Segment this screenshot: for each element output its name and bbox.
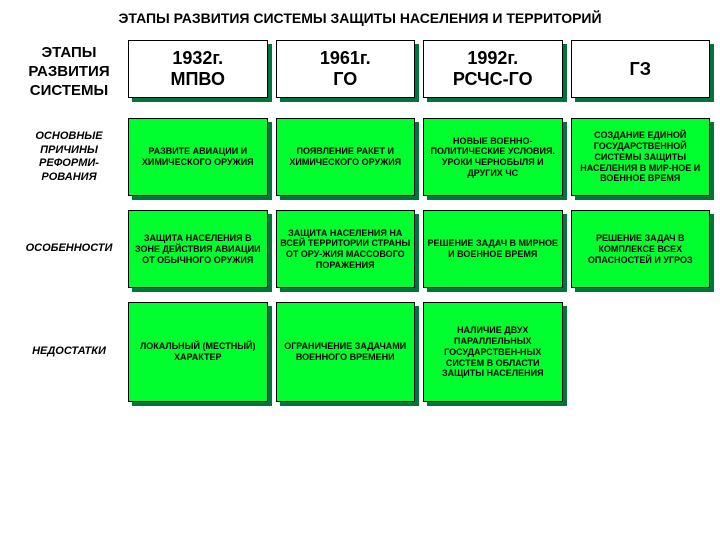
stage-box: ГЗ: [571, 40, 711, 98]
reason-box: СОЗДАНИЕ ЕДИНОЙ ГОСУДАРСТВЕННОЙ СИСТЕМЫ …: [571, 118, 711, 196]
row-reasons: ОСНОВНЫЕ ПРИЧИНЫ РЕФОРМИ-РОВАНИЯ РАЗВИТЕ…: [0, 118, 720, 196]
stage-box: 1992г. РСЧС-ГО: [423, 40, 563, 98]
drawback-cell: ОГРАНИЧЕНИЕ ЗАДАЧАМИ ВОЕННОГО ВРЕМЕНИ: [276, 302, 416, 402]
drawback-box: НАЛИЧИЕ ДВУХ ПАРАЛЛЕЛЬНЫХ ГОСУДАРСТВЕН-Н…: [423, 302, 563, 402]
feature-cell: ЗАЩИТА НАСЕЛЕНИЯ НА ВСЕЙ ТЕРРИТОРИИ СТРА…: [276, 210, 416, 288]
stage-cell: 1992г. РСЧС-ГО: [423, 40, 563, 98]
stage-cell: ГЗ: [571, 40, 711, 98]
page-title: ЭТАПЫ РАЗВИТИЯ СИСТЕМЫ ЗАЩИТЫ НАСЕЛЕНИЯ …: [0, 0, 720, 40]
row-header-drawbacks: НЕДОСТАТКИ: [10, 302, 128, 402]
stage-abbr: ГЗ: [630, 59, 651, 80]
reason-box: ПОЯВЛЕНИЕ РАКЕТ И ХИМИЧЕСКОГО ОРУЖИЯ: [276, 118, 416, 196]
row-header-stages: ЭТАПЫ РАЗВИТИЯ СИСТЕМЫ: [10, 40, 128, 104]
row-header-reasons: ОСНОВНЫЕ ПРИЧИНЫ РЕФОРМИ-РОВАНИЯ: [10, 118, 128, 196]
row-stages: ЭТАПЫ РАЗВИТИЯ СИСТЕМЫ 1932г. МПВО 1961г…: [0, 40, 720, 104]
reason-cell: СОЗДАНИЕ ЕДИНОЙ ГОСУДАРСТВЕННОЙ СИСТЕМЫ …: [571, 118, 711, 196]
stage-abbr: МПВО: [171, 69, 225, 90]
stage-cell: 1961г. ГО: [276, 40, 416, 98]
drawback-cells: ЛОКАЛЬНЫЙ (МЕСТНЫЙ) ХАРАКТЕР ОГРАНИЧЕНИЕ…: [128, 302, 710, 402]
reason-box: РАЗВИТЕ АВИАЦИИ И ХИМИЧЕСКОГО ОРУЖИЯ: [128, 118, 268, 196]
stage-abbr: РСЧС-ГО: [453, 69, 533, 90]
row-header-features: ОСОБЕННОСТИ: [10, 210, 128, 288]
reason-cell: РАЗВИТЕ АВИАЦИИ И ХИМИЧЕСКОГО ОРУЖИЯ: [128, 118, 268, 196]
stage-cell: 1932г. МПВО: [128, 40, 268, 98]
feature-box: РЕШЕНИЕ ЗАДАЧ В КОМПЛЕКСЕ ВСЕХ ОПАСНОСТЕ…: [571, 210, 711, 288]
feature-cells: ЗАЩИТА НАСЕЛЕНИЯ В ЗОНЕ ДЕЙСТВИЯ АВИАЦИИ…: [128, 210, 710, 288]
feature-cell: РЕШЕНИЕ ЗАДАЧ В КОМПЛЕКСЕ ВСЕХ ОПАСНОСТЕ…: [571, 210, 711, 288]
reason-cell: НОВЫЕ ВОЕННО-ПОЛИТИЧЕСКИЕ УСЛОВИЯ. УРОКИ…: [423, 118, 563, 196]
stage-abbr: ГО: [333, 69, 357, 90]
drawback-box: ОГРАНИЧЕНИЕ ЗАДАЧАМИ ВОЕННОГО ВРЕМЕНИ: [276, 302, 416, 402]
reason-cells: РАЗВИТЕ АВИАЦИИ И ХИМИЧЕСКОГО ОРУЖИЯ ПОЯ…: [128, 118, 710, 196]
reason-cell: ПОЯВЛЕНИЕ РАКЕТ И ХИМИЧЕСКОГО ОРУЖИЯ: [276, 118, 416, 196]
row-features: ОСОБЕННОСТИ ЗАЩИТА НАСЕЛЕНИЯ В ЗОНЕ ДЕЙС…: [0, 210, 720, 288]
stage-box: 1932г. МПВО: [128, 40, 268, 98]
drawback-box: ЛОКАЛЬНЫЙ (МЕСТНЫЙ) ХАРАКТЕР: [128, 302, 268, 402]
reason-box: НОВЫЕ ВОЕННО-ПОЛИТИЧЕСКИЕ УСЛОВИЯ. УРОКИ…: [423, 118, 563, 196]
drawback-cell: НАЛИЧИЕ ДВУХ ПАРАЛЛЕЛЬНЫХ ГОСУДАРСТВЕН-Н…: [423, 302, 563, 402]
drawback-cell: ЛОКАЛЬНЫЙ (МЕСТНЫЙ) ХАРАКТЕР: [128, 302, 268, 402]
stage-box: 1961г. ГО: [276, 40, 416, 98]
page: ЭТАПЫ РАЗВИТИЯ СИСТЕМЫ ЗАЩИТЫ НАСЕЛЕНИЯ …: [0, 0, 720, 540]
stage-year: 1992г.: [467, 48, 518, 69]
feature-box: ЗАЩИТА НАСЕЛЕНИЯ В ЗОНЕ ДЕЙСТВИЯ АВИАЦИИ…: [128, 210, 268, 288]
stage-year: 1961г.: [320, 48, 371, 69]
feature-cell: РЕШЕНИЕ ЗАДАЧ В МИРНОЕ И ВОЕННОЕ ВРЕМЯ: [423, 210, 563, 288]
feature-box: РЕШЕНИЕ ЗАДАЧ В МИРНОЕ И ВОЕННОЕ ВРЕМЯ: [423, 210, 563, 288]
feature-box: ЗАЩИТА НАСЕЛЕНИЯ НА ВСЕЙ ТЕРРИТОРИИ СТРА…: [276, 210, 416, 288]
stage-cells: 1932г. МПВО 1961г. ГО 1992г. РСЧС-ГО: [128, 40, 710, 104]
row-drawbacks: НЕДОСТАТКИ ЛОКАЛЬНЫЙ (МЕСТНЫЙ) ХАРАКТЕР …: [0, 302, 720, 402]
stage-year: 1932г.: [172, 48, 223, 69]
feature-cell: ЗАЩИТА НАСЕЛЕНИЯ В ЗОНЕ ДЕЙСТВИЯ АВИАЦИИ…: [128, 210, 268, 288]
